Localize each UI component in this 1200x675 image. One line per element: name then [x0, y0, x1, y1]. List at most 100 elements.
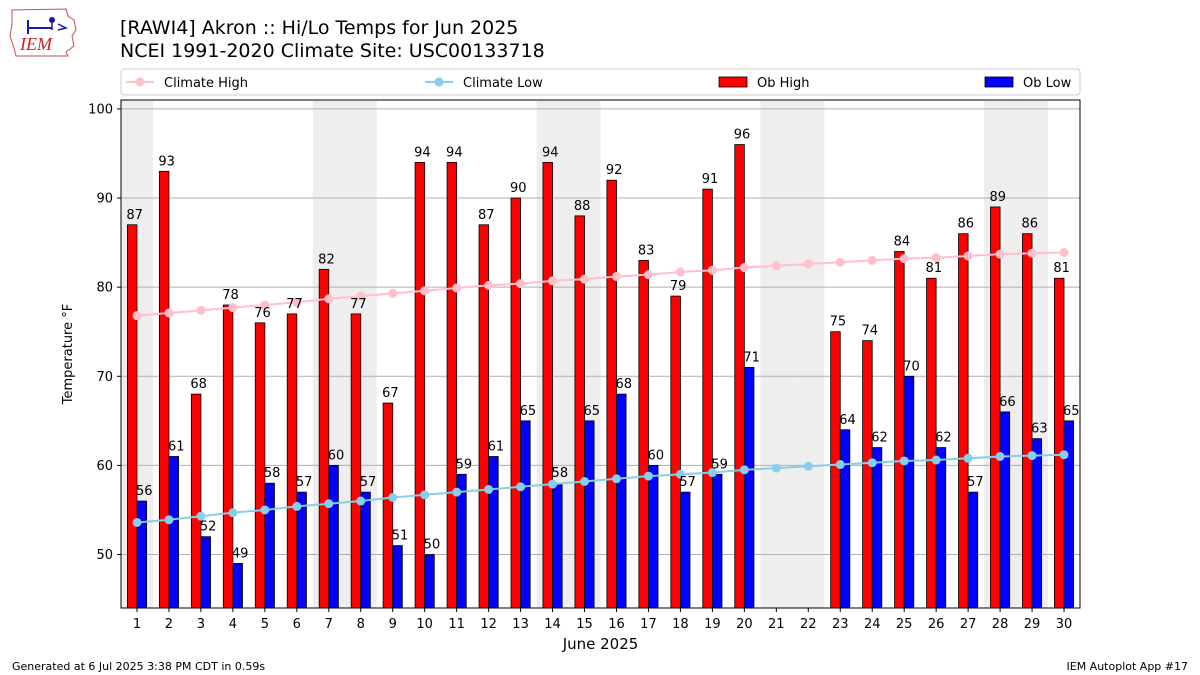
climate-low-point-day-27 — [963, 453, 973, 463]
ob-high-value-label-day-24: 74 — [862, 324, 879, 339]
climate-lines — [132, 247, 1069, 527]
x-tick-label-18: 18 — [672, 617, 689, 632]
ob-low-bar-day-5 — [264, 482, 275, 609]
climate-high-point-day-7 — [324, 294, 334, 304]
ob-low-bar-day-19 — [711, 473, 723, 609]
ob-low-value-label-day-9: 51 — [392, 529, 409, 544]
legend-ob-high-swatch — [718, 76, 748, 88]
x-tick-label-19: 19 — [704, 617, 721, 632]
y-axis-label: Temperature °F — [61, 304, 76, 405]
ob-low-value-label-day-29: 63 — [1031, 422, 1048, 437]
climate-low-point-day-22 — [803, 461, 813, 471]
ob-high-value-label-day-2: 93 — [158, 154, 175, 169]
x-tick-label-27: 27 — [960, 617, 977, 632]
plot-frame — [120, 99, 1081, 609]
ob-high-bar-day-9 — [382, 402, 394, 609]
climate-high-point-day-21 — [771, 261, 781, 271]
ob-high-bar-day-14 — [542, 161, 553, 609]
climate-low-point-day-14 — [548, 479, 558, 489]
x-tick-label-8: 8 — [357, 617, 365, 632]
climate-high-point-day-6 — [292, 297, 302, 307]
ob-high-bar-day-11 — [446, 161, 458, 609]
climate-high-point-day-1 — [132, 311, 142, 321]
ob-low-bar-day-26 — [935, 447, 947, 609]
ob-high-value-label-day-3: 68 — [190, 377, 207, 392]
climate-low-point-day-9 — [388, 492, 398, 502]
climate-high-point-day-16 — [611, 271, 621, 281]
climate-high-point-day-19 — [707, 265, 717, 275]
ob-low-bar-day-15 — [584, 420, 595, 609]
x-tick-label-21: 21 — [768, 617, 785, 632]
ob-low-bar-day-2 — [168, 456, 179, 609]
ob-high-value-label-day-10: 94 — [414, 145, 431, 160]
ob-high-value-label-day-15: 88 — [574, 199, 591, 214]
ob-low-value-label-day-26: 62 — [935, 431, 952, 446]
climate-low-point-day-30 — [1059, 450, 1069, 460]
climate-high-point-day-5 — [260, 300, 270, 310]
x-tick-label-12: 12 — [480, 617, 497, 632]
climate-low-point-day-5 — [260, 505, 270, 515]
climate-low-point-day-3 — [196, 511, 206, 521]
climate-low-point-day-12 — [484, 484, 494, 494]
ob-low-value-label-day-19: 59 — [711, 457, 728, 472]
climate-low-point-day-15 — [580, 476, 590, 486]
climate-low-point-day-7 — [324, 499, 334, 509]
ob-high-value-label-day-7: 82 — [318, 252, 335, 267]
iem-logo: IEM — [9, 8, 77, 57]
ob-high-value-label-day-9: 67 — [382, 386, 399, 401]
climate-high-point-day-28 — [995, 249, 1005, 259]
ob-high-bar-day-6 — [286, 313, 298, 609]
ob-high-bar-day-1 — [126, 224, 138, 609]
ob-high-value-label-day-18: 79 — [670, 279, 687, 294]
ob-low-value-label-day-13: 65 — [520, 404, 537, 419]
ob-low-value-label-day-18: 57 — [679, 475, 696, 490]
climate-high-point-day-13 — [516, 279, 526, 289]
climate-high-point-day-26 — [931, 253, 941, 263]
climate-high-point-day-23 — [835, 257, 845, 267]
ob-high-value-label-day-23: 75 — [830, 315, 847, 330]
climate-high-point-day-18 — [675, 267, 685, 277]
ob-low-bar-day-17 — [648, 465, 659, 609]
climate-low-point-day-6 — [292, 501, 302, 511]
legend-ob-low-swatch — [984, 76, 1014, 88]
y-tick-label-70: 70 — [96, 370, 113, 385]
x-tick-label-6: 6 — [293, 617, 301, 632]
ob-low-value-label-day-30: 65 — [1063, 404, 1080, 419]
climate-low-point-day-1 — [132, 517, 142, 527]
ob-low-bar-day-1 — [136, 500, 147, 609]
ob-low-value-label-day-6: 57 — [296, 475, 313, 490]
climate-low-line — [136, 453, 1065, 524]
ob-high-bar-day-19 — [702, 188, 713, 609]
legend-climate-low-marker — [434, 77, 444, 87]
ob-low-bar-day-23 — [839, 429, 851, 609]
ob-high-value-label-day-17: 83 — [638, 243, 655, 258]
climate-high-line — [136, 251, 1065, 317]
ob-high-bar-day-27 — [958, 233, 969, 609]
ob-low-value-label-day-12: 61 — [488, 439, 505, 454]
ob-low-bar-day-28 — [999, 411, 1011, 609]
ob-low-value-label-day-4: 49 — [232, 546, 249, 561]
climate-high-point-day-30 — [1059, 247, 1069, 257]
climate-low-point-day-20 — [739, 465, 749, 475]
climate-high-point-day-24 — [867, 255, 877, 265]
legend-climate-high-marker — [135, 77, 145, 87]
climate-high-point-day-8 — [356, 291, 366, 301]
ob-high-bar-day-3 — [190, 393, 202, 609]
climate-high-point-day-27 — [963, 251, 973, 261]
ob-high-bar-day-2 — [158, 170, 170, 609]
x-tick-label-1: 1 — [133, 617, 141, 632]
chart-title-line1: [RAWI4] Akron :: Hi/Lo Temps for Jun 202… — [120, 17, 519, 39]
ob-low-value-label-day-16: 68 — [615, 377, 632, 392]
ob-low-value-label-day-14: 58 — [552, 466, 569, 481]
ob-low-bar-day-16 — [616, 393, 627, 609]
ob-low-bar-day-27 — [967, 491, 979, 609]
ob-high-bar-day-20 — [734, 144, 745, 609]
x-tick-label-14: 14 — [544, 617, 561, 632]
x-tick-label-15: 15 — [576, 617, 593, 632]
climate-low-point-day-8 — [356, 496, 366, 506]
ob-low-bar-day-10 — [424, 554, 435, 609]
climate-high-point-day-29 — [1027, 248, 1037, 258]
ob-high-value-label-day-14: 94 — [542, 145, 559, 160]
